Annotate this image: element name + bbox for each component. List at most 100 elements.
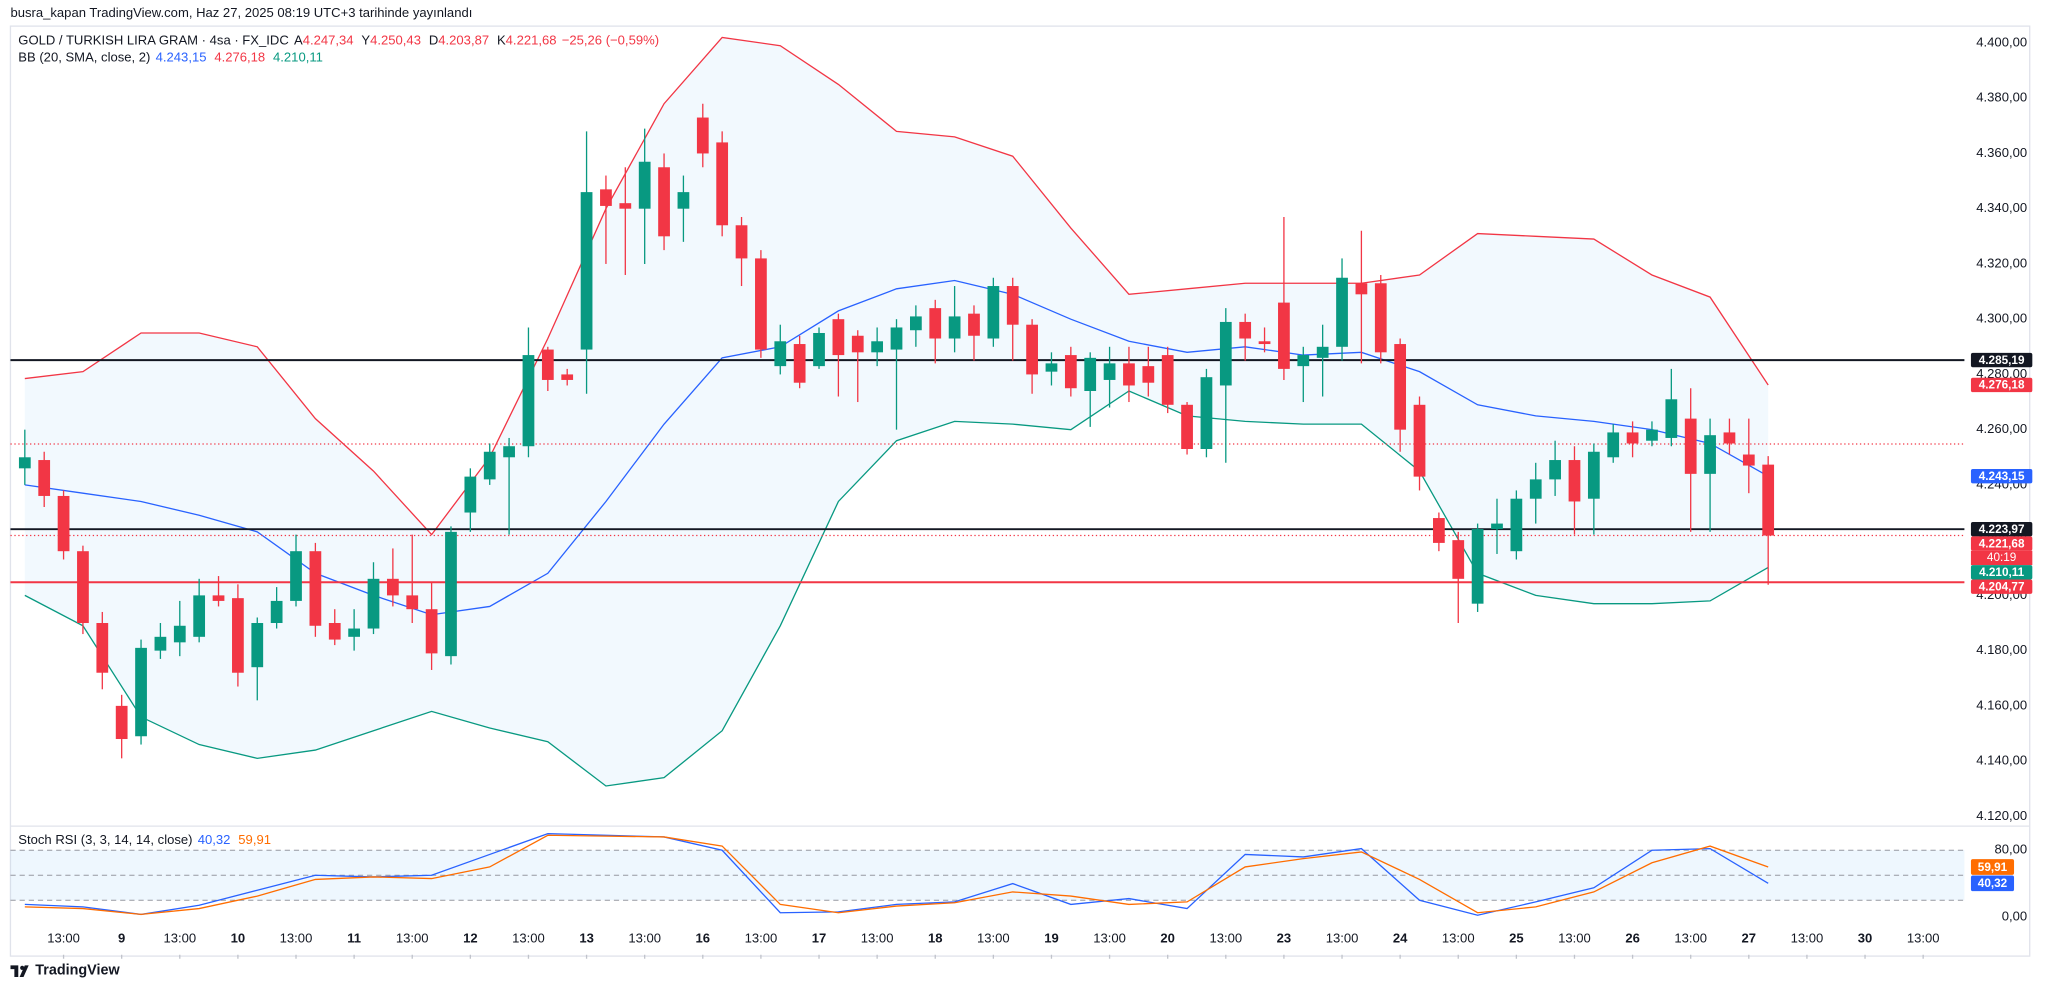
y-tick-label: 4.400,00 (1976, 34, 2027, 49)
candle-body (948, 316, 961, 339)
candle-body (716, 142, 729, 226)
ohlc-key: D (428, 33, 439, 49)
x-tick-label: 13:00 (47, 931, 80, 946)
candle-body (1607, 432, 1620, 458)
bb-title: BB (20, SMA, close, 2) (18, 50, 151, 66)
level-box (1970, 536, 2033, 551)
candle-body (696, 117, 709, 154)
ohlc-item: D4.203,87 (429, 34, 489, 48)
candle-body (1723, 432, 1736, 444)
candle-body (832, 319, 845, 356)
stoch-values: 40,32 59,91 (198, 833, 271, 847)
x-tick-label: 13:00 (163, 931, 196, 946)
x-tick-label: 18 (928, 931, 943, 946)
stoch-pane: 0,00 80,00 59,91 40,32 (10, 832, 2027, 923)
candle-body (367, 578, 380, 629)
candle-body (483, 451, 496, 480)
candle-body (348, 628, 361, 637)
candle-body (658, 167, 670, 237)
x-tick-label: 13:00 (745, 931, 778, 946)
level-label: 4.285,19 (1979, 354, 2025, 367)
candle-body (813, 332, 825, 367)
level-label: 4.223,97 (1979, 523, 2025, 536)
candle-body (1006, 286, 1019, 325)
level-label: 4.221,68 (1979, 537, 2025, 550)
candle-body (1665, 399, 1678, 438)
candle-body (1258, 341, 1271, 345)
ohlc-key: Y (361, 33, 371, 49)
candle-body (851, 335, 864, 353)
candle-body (193, 595, 206, 637)
x-tick-label: 23 (1277, 931, 1292, 946)
x-tick-label: 13:00 (1907, 931, 1940, 946)
candle-body (1297, 355, 1310, 367)
x-tick-label: 16 (696, 931, 711, 946)
candle-body (793, 344, 806, 383)
symbol-legend: GOLD / TURKISH LIRA GRAM · 4sa · FX_IDC … (18, 34, 659, 48)
candle-body (1316, 346, 1329, 358)
change: −25,26 (−0,59%) (561, 33, 660, 49)
candle-body (1336, 277, 1348, 347)
stoch-value: 40,32 (197, 833, 231, 848)
candle-body (871, 341, 884, 353)
bb-legend: BB (20, SMA, close, 2) 4.243,15 4.276,18 4… (18, 51, 323, 65)
candle-body (1355, 283, 1368, 295)
ohlc-item: A4.247,34 (294, 34, 354, 48)
x-tick-label: 30 (1858, 931, 1873, 946)
candle-body (18, 457, 31, 469)
candle-body (1026, 324, 1038, 375)
candle-body (328, 623, 341, 640)
stoch-value-label: 59,91 (1978, 861, 2008, 874)
ohlc-item: K4.221,68 (497, 34, 557, 48)
y-tick-label: 80,00 (1994, 842, 2027, 857)
candle-body (735, 225, 748, 259)
x-tick-label: 13:00 (977, 931, 1010, 946)
publish-header: busra_kapan TradingView.com, Haz 27, 202… (10, 6, 473, 21)
x-tick-label: 25 (1509, 931, 1524, 946)
candle-body (1646, 429, 1658, 441)
bb-values: 4.243,15 4.276,18 4.210,11 (156, 51, 323, 65)
candle-body (1161, 355, 1174, 405)
bb-upper (24, 36, 1769, 536)
x-tick-label: 12 (463, 931, 478, 946)
stoch-value: 59,91 (238, 833, 271, 848)
candle-body (77, 551, 89, 624)
stoch-value-label: 40,32 (1978, 877, 2008, 890)
stoch-value-box (1970, 875, 2015, 892)
y-tick-label: 4.340,00 (1976, 200, 2027, 215)
candle-body (561, 374, 574, 380)
x-tick-label: 13:00 (396, 931, 429, 946)
candle-body (1684, 418, 1697, 474)
candle-body (503, 446, 515, 458)
level-label: 4.210,11 (1979, 566, 2025, 579)
candle-body (386, 578, 399, 596)
y-tick-label: 4.380,00 (1976, 90, 2027, 105)
x-tick-label: 13:00 (280, 931, 313, 946)
x-tick-label: 27 (1742, 931, 1757, 946)
x-tick-label: 13:00 (1093, 931, 1126, 946)
logo-text: TradingView (35, 962, 120, 979)
x-tick-label: 10 (231, 931, 246, 946)
candle-body (406, 595, 419, 610)
price-pane: 4.120,004.140,004.160,004.180,004.200,00… (10, 34, 2033, 959)
candle-body (212, 595, 225, 601)
symbol: GOLD / TURKISH LIRA GRAM · 4sa · FX_IDC (18, 33, 289, 49)
candle-body (1568, 460, 1581, 502)
ohlc-key: K (496, 33, 506, 49)
x-tick-label: 11 (347, 931, 361, 946)
candle-body (1084, 357, 1097, 391)
level-box (1970, 352, 2033, 368)
x-tick-label: 24 (1393, 931, 1408, 946)
candle-body (57, 495, 70, 552)
candle-body (890, 327, 903, 350)
ohlc-legend: A4.247,34 Y4.250,43 D4.203,87 K4.221,68 (294, 34, 557, 48)
stoch-legend: Stoch RSI (3, 3, 14, 14, close) 40,32 59,… (18, 833, 271, 847)
bb-value: 4.243,15 (155, 50, 207, 66)
candle-body (1452, 540, 1465, 579)
candle-body (909, 316, 922, 331)
x-tick-label: 13 (579, 931, 594, 946)
candle-body (1239, 321, 1252, 339)
candle-body (774, 341, 787, 367)
